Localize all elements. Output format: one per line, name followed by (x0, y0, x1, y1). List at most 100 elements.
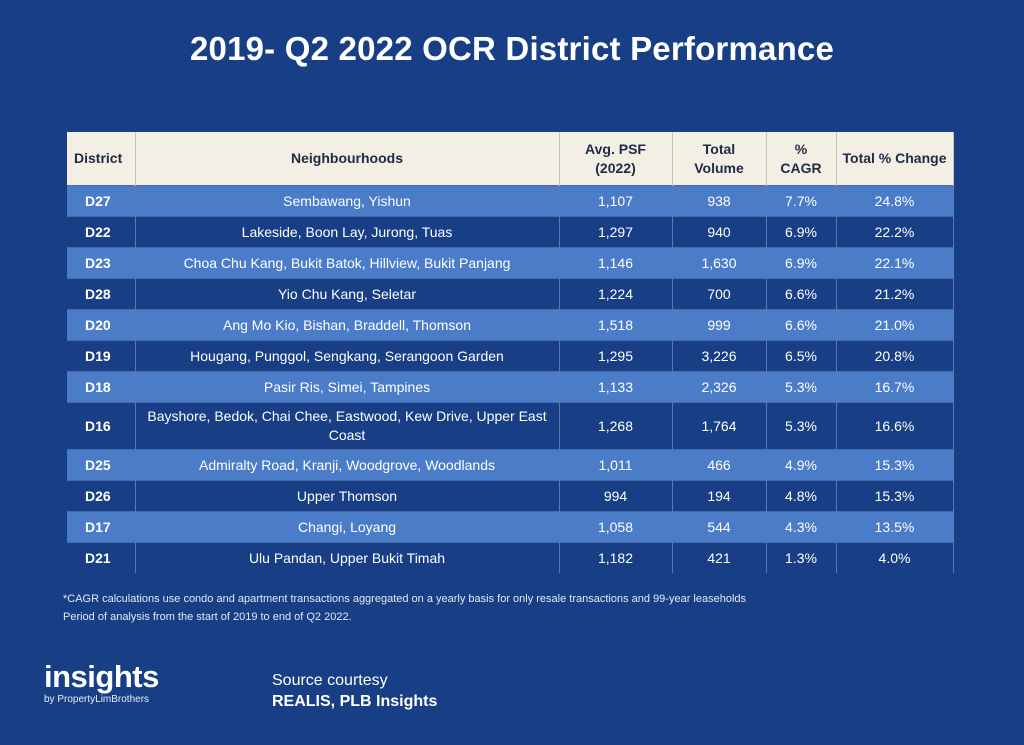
district-cell: D20 (67, 309, 136, 341)
total-change-cell: 16.6% (836, 402, 954, 450)
total-change-cell: 24.8% (836, 185, 954, 217)
avg-psf-cell: 1,011 (559, 449, 673, 481)
total-volume-cell: 1,764 (672, 402, 767, 450)
cagr-cell: 7.7% (766, 185, 837, 217)
cagr-cell: 6.5% (766, 340, 837, 372)
total-change-cell: 21.0% (836, 309, 954, 341)
neighbourhoods-cell: Hougang, Punggol, Sengkang, Serangoon Ga… (135, 340, 560, 372)
neighbourhoods-cell: Yio Chu Kang, Seletar (135, 278, 560, 310)
total-change-cell: 15.3% (836, 449, 954, 481)
total-volume-cell: 940 (672, 216, 767, 248)
neighbourhoods-cell: Lakeside, Boon Lay, Jurong, Tuas (135, 216, 560, 248)
cagr-cell: 5.3% (766, 371, 837, 403)
total-volume-cell: 700 (672, 278, 767, 310)
source-credit: Source courtesy REALIS, PLB Insights (272, 670, 437, 712)
avg-psf-cell: 1,297 (559, 216, 673, 248)
neighbourhoods-cell: Admiralty Road, Kranji, Woodgrove, Woodl… (135, 449, 560, 481)
cagr-cell: 6.9% (766, 247, 837, 279)
total-volume-cell: 999 (672, 309, 767, 341)
table-row: D28 Yio Chu Kang, Seletar 1,224 700 6.6% 21.2… (67, 278, 954, 310)
neighbourhoods-cell: Pasir Ris, Simei, Tampines (135, 371, 560, 403)
avg-psf-cell: 1,133 (559, 371, 673, 403)
district-cell: D26 (67, 480, 136, 512)
district-cell: D21 (67, 542, 136, 573)
header-neighbourhoods: Neighbourhoods (135, 132, 560, 186)
table-row: D18 Pasir Ris, Simei, Tampines 1,133 2,326 5… (67, 371, 954, 403)
district-performance-table: District Neighbourhoods Avg. PSF (2022) … (67, 132, 954, 573)
footnote-line-2: Period of analysis from the start of 201… (63, 611, 352, 623)
neighbourhoods-cell: Bayshore, Bedok, Chai Chee, Eastwood, Ke… (135, 402, 560, 450)
total-volume-cell: 544 (672, 511, 767, 543)
avg-psf-cell: 1,182 (559, 542, 673, 573)
total-volume-cell: 3,226 (672, 340, 767, 372)
avg-psf-cell: 1,224 (559, 278, 673, 310)
district-cell: D27 (67, 185, 136, 217)
cagr-cell: 4.8% (766, 480, 837, 512)
table-row: D23 Choa Chu Kang, Bukit Batok, Hillview,… (67, 247, 954, 279)
cagr-cell: 6.6% (766, 278, 837, 310)
district-cell: D23 (67, 247, 136, 279)
total-change-cell: 15.3% (836, 480, 954, 512)
source-names: REALIS, PLB Insights (272, 693, 438, 710)
table-header-row: District Neighbourhoods Avg. PSF (2022) … (67, 132, 954, 186)
total-change-cell: 22.1% (836, 247, 954, 279)
district-cell: D18 (67, 371, 136, 403)
total-volume-cell: 1,630 (672, 247, 767, 279)
table-row: D20 Ang Mo Kio, Bishan, Braddell, Thomson… (67, 309, 954, 341)
page-title: 2019- Q2 2022 OCR District Performance (189, 30, 835, 67)
district-cell: D17 (67, 511, 136, 543)
district-cell: D19 (67, 340, 136, 372)
table-row: D21 Ulu Pandan, Upper Bukit Timah 1,182 421… (67, 542, 954, 573)
total-volume-cell: 2,326 (672, 371, 767, 403)
cagr-cell: 5.3% (766, 402, 837, 450)
total-change-cell: 20.8% (836, 340, 954, 372)
table-row: D25 Admiralty Road, Kranji, Woodgrove, Wo… (67, 449, 954, 481)
district-cell: D22 (67, 216, 136, 248)
total-volume-cell: 938 (672, 185, 767, 217)
neighbourhoods-cell: Changi, Loyang (135, 511, 560, 543)
cagr-cell: 4.9% (766, 449, 837, 481)
neighbourhoods-cell: Ang Mo Kio, Bishan, Braddell, Thomson (135, 309, 560, 341)
district-cell: D28 (67, 278, 136, 310)
header-cagr: % CAGR (766, 132, 837, 186)
table-row: D16 Bayshore, Bedok, Chai Chee, Eastwood,… (67, 402, 954, 450)
header-avg-psf: Avg. PSF (2022) (559, 132, 673, 186)
neighbourhoods-cell: Choa Chu Kang, Bukit Batok, Hillview, Bu… (135, 247, 560, 279)
brand-tagline: by PropertyLimBrothers (44, 694, 150, 705)
cagr-cell: 4.3% (766, 511, 837, 543)
brand-logo: insights by PropertyLimBrothers (44, 660, 159, 706)
avg-psf-cell: 1,268 (559, 402, 673, 450)
total-change-cell: 21.2% (836, 278, 954, 310)
table-row: D26 Upper Thomson 994 194 4.8% 15.3% (67, 480, 954, 512)
table-row: D17 Changi, Loyang 1,058 544 4.3% 13.5% (67, 511, 954, 543)
footnote-line-1: *CAGR calculations use condo and apartme… (63, 593, 747, 605)
table-row: D22 Lakeside, Boon Lay, Jurong, Tuas 1,297… (67, 216, 954, 248)
avg-psf-cell: 1,518 (559, 309, 673, 341)
header-total-volume: Total Volume (672, 132, 767, 186)
source-label: Source courtesy (272, 672, 388, 689)
table-row: D19 Hougang, Punggol, Sengkang, Serangoon… (67, 340, 954, 372)
total-change-cell: 16.7% (836, 371, 954, 403)
footnote: *CAGR calculations use condo and apartme… (63, 590, 963, 626)
total-change-cell: 4.0% (836, 542, 954, 573)
total-change-cell: 22.2% (836, 216, 954, 248)
district-cell: D25 (67, 449, 136, 481)
total-volume-cell: 194 (672, 480, 767, 512)
total-volume-cell: 466 (672, 449, 767, 481)
neighbourhoods-cell: Sembawang, Yishun (135, 185, 560, 217)
avg-psf-cell: 1,107 (559, 185, 673, 217)
avg-psf-cell: 1,295 (559, 340, 673, 372)
brand-name: insights (44, 659, 159, 694)
total-volume-cell: 421 (672, 542, 767, 573)
table-row: D27 Sembawang, Yishun 1,107 938 7.7% 24.8% (67, 185, 954, 217)
neighbourhoods-cell: Upper Thomson (135, 480, 560, 512)
avg-psf-cell: 1,146 (559, 247, 673, 279)
cagr-cell: 1.3% (766, 542, 837, 573)
header-total-change: Total % Change (836, 132, 954, 186)
district-cell: D16 (67, 402, 136, 450)
cagr-cell: 6.9% (766, 216, 837, 248)
avg-psf-cell: 1,058 (559, 511, 673, 543)
header-district: District (67, 132, 136, 186)
cagr-cell: 6.6% (766, 309, 837, 341)
total-change-cell: 13.5% (836, 511, 954, 543)
